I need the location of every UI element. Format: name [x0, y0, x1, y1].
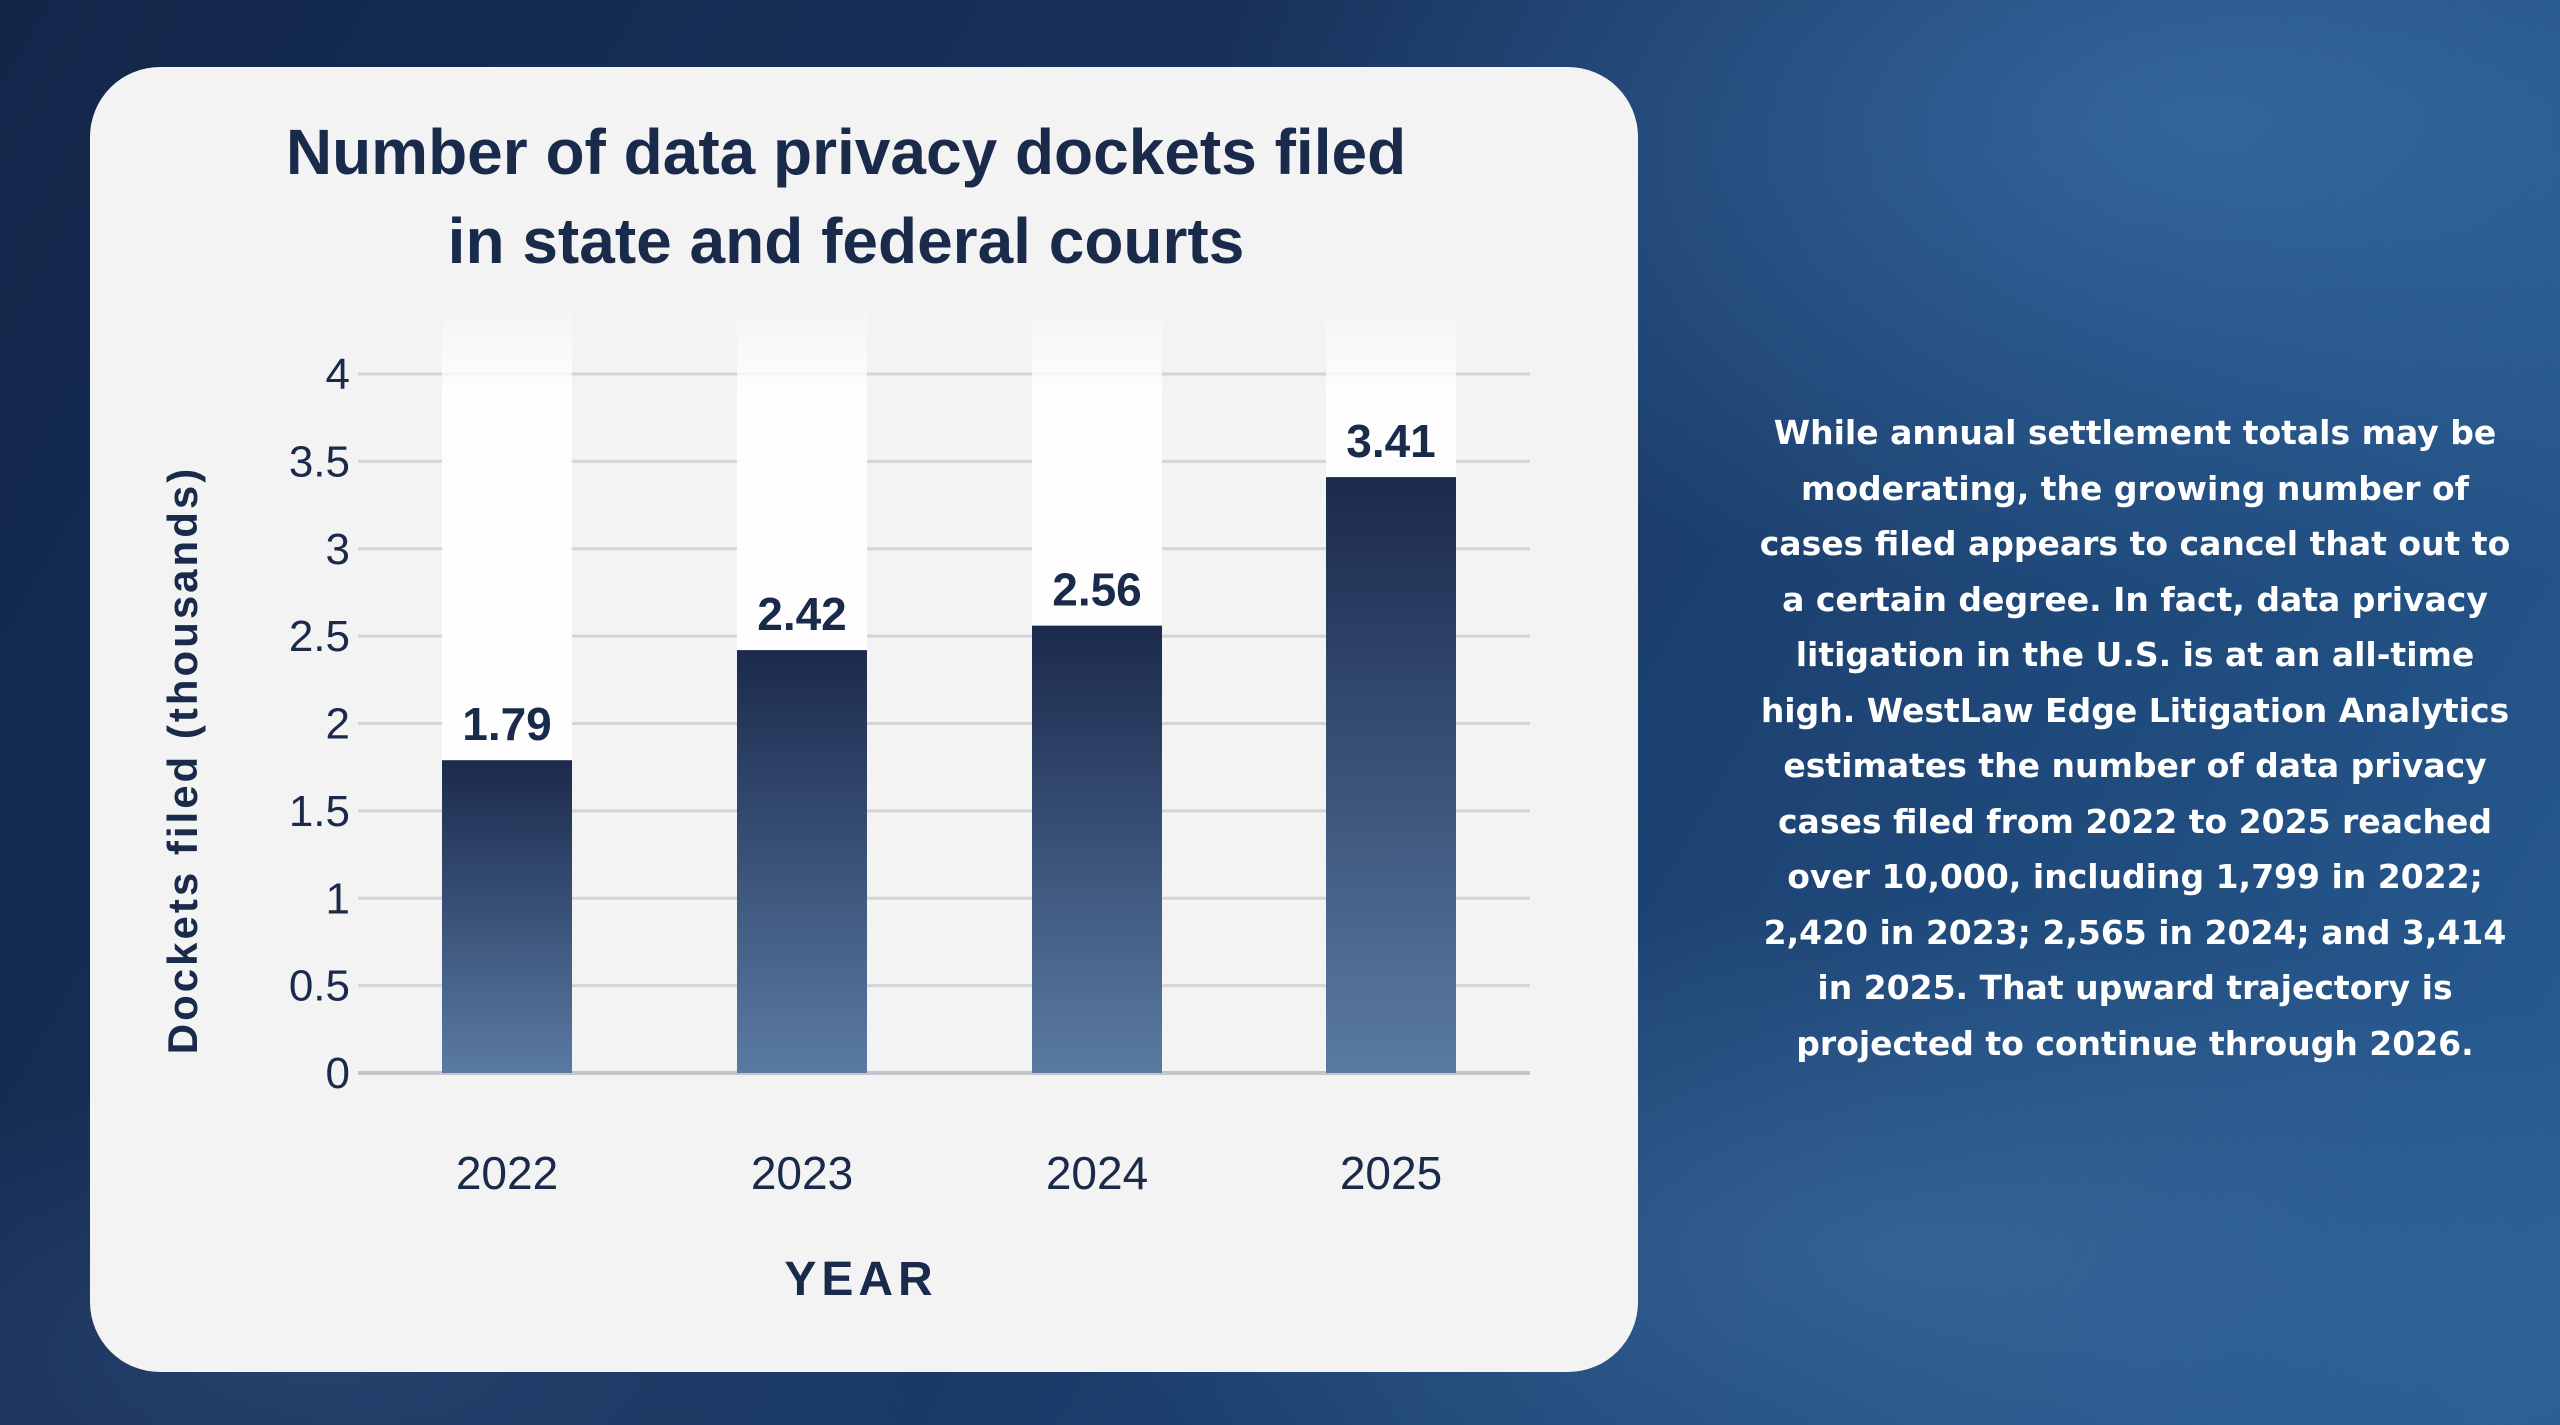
y-tick-label: 3.5 [289, 437, 350, 486]
bar-2023 [737, 650, 867, 1073]
bar-2024 [1032, 625, 1162, 1073]
bar-backgrounds [442, 299, 1456, 1073]
x-tick-label-2022: 2022 [456, 1147, 558, 1199]
chart-title-line-2: in state and federal courts [448, 205, 1245, 277]
y-tick-label: 2 [326, 700, 350, 749]
y-tick-label: 2.5 [289, 612, 350, 661]
bar-2025 [1326, 477, 1456, 1073]
chart-card: Number of data privacy dockets filed in … [90, 67, 1638, 1372]
bar-chart: Number of data privacy dockets filed in … [159, 116, 1530, 1306]
data-label-2025: 3.41 [1346, 415, 1436, 467]
x-tick-label-2023: 2023 [751, 1147, 853, 1199]
x-tick-label-2024: 2024 [1046, 1147, 1148, 1199]
y-tick-label: 4 [326, 350, 350, 399]
x-axis-ticks: 2022 2023 2024 2025 [456, 1147, 1442, 1199]
data-label-2023: 2.42 [757, 588, 847, 640]
bars [442, 477, 1456, 1073]
data-labels: 1.79 2.42 2.56 3.41 [462, 415, 1436, 750]
y-tick-label: 1 [326, 874, 350, 923]
data-label-2024: 2.56 [1052, 564, 1142, 616]
y-tick-label: 1.5 [289, 787, 350, 836]
chart-title-line-1: Number of data privacy dockets filed [286, 116, 1406, 188]
y-tick-label: 0.5 [289, 962, 350, 1011]
data-label-2022: 1.79 [462, 698, 552, 750]
y-axis-ticks: 0 0.5 1 1.5 2 2.5 3 3.5 4 [289, 350, 350, 1098]
side-paragraph: While annual settlement totals may be mo… [1759, 413, 2511, 1063]
y-axis-title: Dockets filed (thousands) [159, 466, 206, 1054]
bar-2022 [442, 760, 572, 1073]
y-tick-label: 3 [326, 525, 350, 574]
x-axis-title: YEAR [784, 1253, 937, 1306]
y-tick-label: 0 [326, 1049, 350, 1098]
x-tick-label-2025: 2025 [1340, 1147, 1442, 1199]
